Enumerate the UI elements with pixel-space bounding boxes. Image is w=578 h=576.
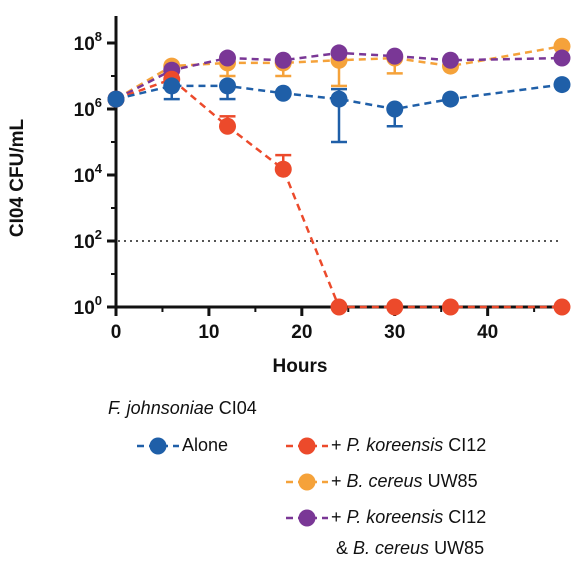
- data-point: [163, 77, 181, 95]
- data-point: [442, 90, 459, 108]
- series-line: [115, 51, 563, 101]
- x-tick-label: 10: [198, 322, 219, 343]
- data-point: [219, 117, 236, 135]
- data-point: [553, 298, 571, 316]
- y-tick-label: 106: [74, 95, 102, 121]
- data-point: [274, 51, 292, 69]
- series-line: [115, 77, 562, 309]
- x-tick-label: 40: [477, 322, 498, 343]
- data-point: [219, 77, 236, 95]
- y-tick-label: 104: [74, 161, 103, 187]
- data-point: [107, 90, 125, 108]
- x-tick-label: 0: [111, 322, 122, 343]
- data-point: [553, 76, 571, 94]
- x-axis-label: Hours: [272, 356, 328, 377]
- y-tick-label: 108: [74, 29, 102, 55]
- data-point: [553, 37, 571, 55]
- series-line: [115, 83, 563, 111]
- data-point: [274, 160, 292, 178]
- x-tick-label: 30: [384, 322, 405, 343]
- data-point: [386, 47, 404, 65]
- data-point: [274, 84, 292, 102]
- data-point: [330, 90, 348, 108]
- y-tick-label: 100: [74, 293, 102, 319]
- data-point: [330, 44, 348, 62]
- series-0: [107, 76, 571, 144]
- data-point: [442, 51, 459, 69]
- data-point: [553, 49, 571, 67]
- data-point: [386, 298, 404, 316]
- x-tick-label: 20: [291, 322, 312, 343]
- x-ticks: 0 10 20 30 40: [111, 307, 536, 343]
- y-ticks: 100 102 104 106 108: [74, 29, 116, 319]
- data-point: [442, 298, 459, 316]
- y-tick-label: 102: [74, 227, 102, 253]
- data-point: [219, 49, 236, 67]
- data-point: [386, 100, 404, 118]
- data-point: [330, 298, 348, 316]
- series-layer: [107, 37, 571, 316]
- series-line: [115, 44, 563, 101]
